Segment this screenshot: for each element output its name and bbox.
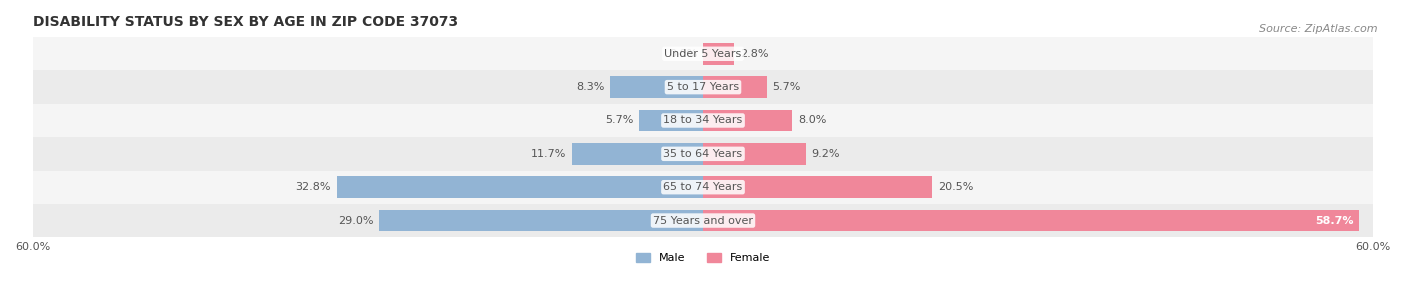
Text: 11.7%: 11.7% [531,149,567,159]
Text: 5.7%: 5.7% [606,116,634,126]
Bar [703,110,793,131]
Text: 2.8%: 2.8% [740,49,768,59]
Bar [380,210,703,231]
Text: Source: ZipAtlas.com: Source: ZipAtlas.com [1260,24,1378,34]
Text: 9.2%: 9.2% [811,149,839,159]
Text: 0.0%: 0.0% [669,49,697,59]
Text: 29.0%: 29.0% [337,216,374,226]
Bar [336,176,703,198]
Text: Under 5 Years: Under 5 Years [665,49,741,59]
Bar [32,137,1374,171]
Text: 20.5%: 20.5% [938,182,973,192]
Text: 5.7%: 5.7% [772,82,800,92]
Text: 75 Years and over: 75 Years and over [652,216,754,226]
Bar [32,171,1374,204]
Bar [703,143,806,165]
Bar [32,71,1374,104]
Bar [32,37,1374,71]
Bar [610,76,703,98]
Text: 8.3%: 8.3% [576,82,605,92]
Bar [32,204,1374,237]
Legend: Male, Female: Male, Female [631,249,775,268]
Text: 35 to 64 Years: 35 to 64 Years [664,149,742,159]
Bar [703,43,734,65]
Bar [572,143,703,165]
Bar [703,176,932,198]
Text: 5 to 17 Years: 5 to 17 Years [666,82,740,92]
Text: 32.8%: 32.8% [295,182,330,192]
Text: 18 to 34 Years: 18 to 34 Years [664,116,742,126]
Bar [703,76,766,98]
Text: DISABILITY STATUS BY SEX BY AGE IN ZIP CODE 37073: DISABILITY STATUS BY SEX BY AGE IN ZIP C… [32,15,458,29]
Text: 8.0%: 8.0% [799,116,827,126]
Bar [640,110,703,131]
Bar [32,104,1374,137]
Text: 65 to 74 Years: 65 to 74 Years [664,182,742,192]
Bar [703,210,1358,231]
Text: 58.7%: 58.7% [1315,216,1353,226]
